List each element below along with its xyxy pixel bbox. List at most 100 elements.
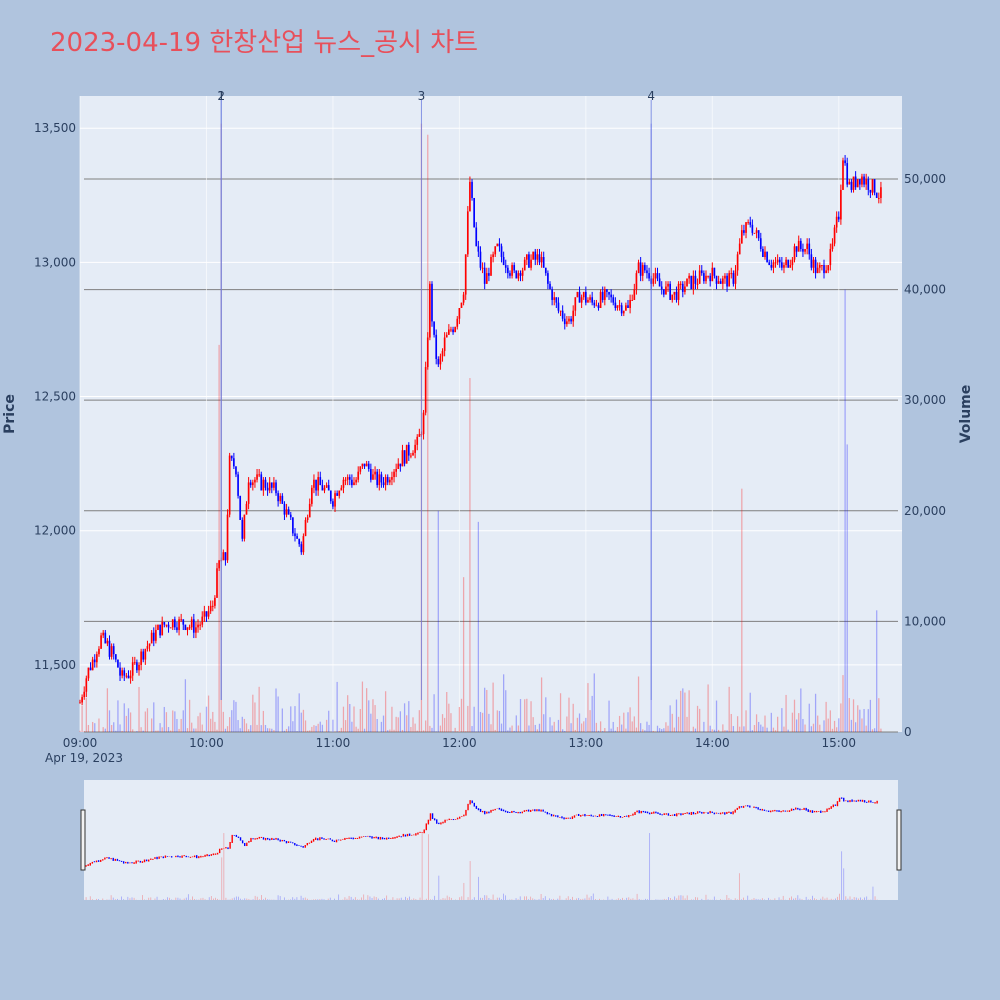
candle-body	[825, 270, 827, 274]
volume-bar	[144, 711, 146, 732]
candle-body	[292, 517, 294, 534]
candle-body	[351, 479, 353, 486]
candle-body	[513, 265, 516, 271]
volume-bar	[193, 728, 195, 732]
volume-bar	[241, 716, 243, 732]
volume-bar	[477, 521, 479, 732]
candle-body	[268, 482, 271, 491]
candle-body	[719, 281, 722, 284]
candle-body	[140, 651, 142, 665]
candle-body	[224, 552, 227, 561]
slider-volume-bar	[233, 897, 235, 900]
volume-bar	[762, 726, 764, 732]
candle-body	[171, 619, 174, 628]
candle-body	[100, 635, 102, 649]
volume-bar	[180, 718, 182, 732]
volume-bar	[509, 727, 511, 732]
slider-volume-bar	[857, 898, 859, 900]
volume-bar	[781, 708, 783, 732]
slider-volume-bar	[822, 896, 824, 900]
slider-volume-bar	[252, 899, 254, 900]
candle-body	[439, 356, 442, 365]
volume-bar	[602, 731, 604, 732]
volume-bar	[564, 731, 566, 732]
slider-volume-bar	[467, 897, 469, 900]
candle-body	[395, 469, 397, 472]
volume-bar	[210, 718, 212, 732]
candle-body	[622, 310, 625, 314]
slider-volume-bar	[638, 899, 640, 900]
slider-volume-bar	[427, 834, 429, 900]
volume-bar	[614, 730, 616, 732]
volume-bar	[351, 721, 353, 732]
volume-bar	[132, 729, 134, 732]
slider-volume-bar	[736, 899, 738, 900]
candle-body	[551, 289, 553, 300]
volume-bar	[325, 719, 328, 732]
volume-bar	[216, 729, 218, 732]
candle-body	[877, 197, 880, 199]
volume-bar	[309, 730, 311, 732]
volume-bar	[661, 729, 663, 732]
candle-body	[880, 187, 882, 198]
volume-bar	[336, 681, 338, 732]
candle-body	[875, 192, 878, 198]
candle-body	[494, 246, 497, 255]
slider-volume-bar	[357, 899, 358, 900]
slider-volume-bar	[559, 895, 561, 900]
volume-bar	[838, 718, 840, 732]
slider-volume-bar	[121, 896, 122, 900]
volume-bar	[243, 718, 246, 732]
slider-volume-bar	[663, 898, 665, 900]
slider-volume-bar	[361, 897, 362, 900]
slider-volume-bar	[254, 895, 256, 900]
slider-volume-bar	[797, 895, 799, 900]
slider-volume-bar	[496, 897, 498, 900]
slider-volume-bar	[615, 899, 617, 900]
volume-bar	[673, 727, 676, 732]
price-axis-title: Price	[2, 394, 18, 434]
volume-bar	[153, 702, 155, 732]
candle-body	[816, 267, 819, 274]
time-tick-label: 09:00	[63, 736, 98, 750]
plot-area	[80, 96, 902, 732]
slider-volume-bar	[670, 897, 671, 900]
range-slider-left-handle[interactable]	[80, 809, 86, 871]
candle-body	[466, 211, 469, 255]
candle-body	[488, 273, 490, 276]
candle-body	[846, 163, 849, 185]
slider-volume-bar	[162, 899, 164, 900]
candle-body	[146, 646, 149, 649]
candle-body	[182, 619, 185, 625]
candle-body	[239, 495, 242, 520]
slider-volume-bar	[611, 898, 613, 900]
slider-volume-bar	[371, 897, 373, 900]
volume-bar	[492, 682, 494, 732]
volume-bar	[800, 688, 802, 732]
candle-body	[104, 632, 107, 644]
volume-bar	[724, 730, 726, 732]
volume-bar	[802, 718, 804, 732]
slider-volume-bar	[482, 897, 484, 900]
candle-body	[264, 479, 267, 488]
candle-body	[521, 270, 524, 276]
candle-body	[844, 160, 846, 164]
candle-body	[266, 487, 269, 491]
candle-body	[289, 514, 292, 518]
slider-volume-bar	[261, 895, 262, 900]
volume-bar	[172, 710, 174, 732]
range-slider-right-handle[interactable]	[896, 809, 902, 871]
candle-body	[799, 240, 802, 249]
volume-bar	[618, 715, 621, 732]
slider-volume-bar	[607, 896, 609, 900]
volume-bar	[376, 718, 378, 732]
volume-bar	[621, 724, 623, 732]
candle-body	[789, 265, 792, 268]
volume-bar	[237, 720, 239, 732]
candle-body	[106, 640, 109, 644]
candle-body	[755, 230, 758, 233]
candle-body	[749, 222, 752, 225]
candle-body	[138, 664, 140, 671]
